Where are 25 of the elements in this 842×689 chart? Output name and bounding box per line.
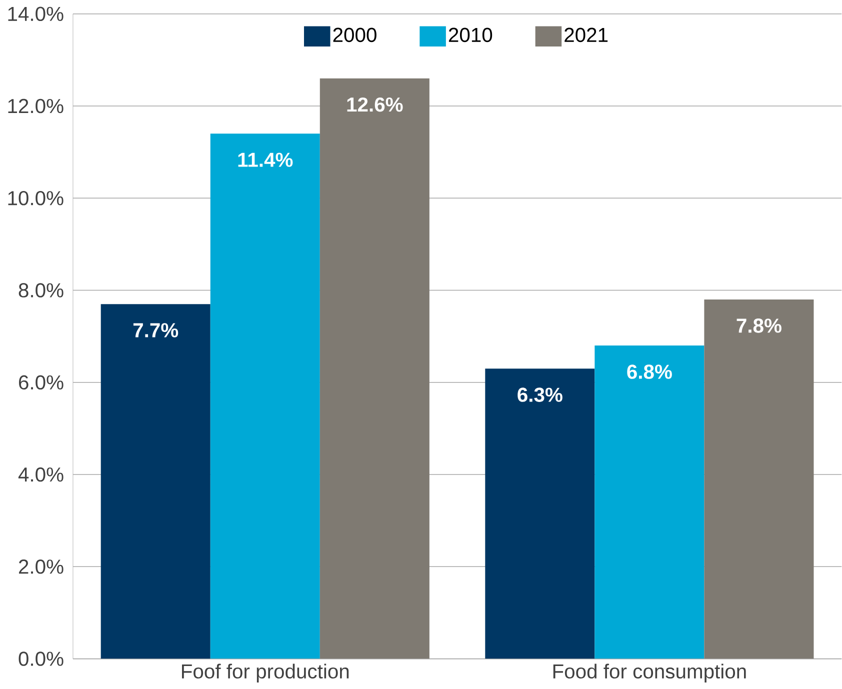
data-label: 11.4% — [238, 152, 293, 167]
bar — [100, 304, 210, 659]
y-tick-label: 8.0% — [18, 283, 64, 298]
data-label: 6.8% — [627, 364, 672, 379]
legend-label: 2000 — [333, 28, 376, 42]
data-label: 7.8% — [736, 318, 782, 333]
legend-label: 2021 — [564, 28, 608, 42]
y-tick-label: 6.0% — [19, 375, 64, 390]
data-label: 7.7% — [133, 323, 178, 338]
bar — [210, 134, 320, 659]
legend-label: 2010 — [448, 28, 492, 42]
y-tick-label: 4.0% — [18, 467, 64, 482]
y-tick-label: 12.0% — [8, 98, 64, 114]
data-label: 6.3% — [518, 388, 562, 402]
bar — [320, 78, 430, 659]
x-tick-label: Foof for production — [182, 664, 349, 682]
bar — [704, 299, 814, 659]
y-tick-label: 0.0% — [18, 652, 64, 666]
y-tick-label: 2.0% — [18, 559, 64, 574]
y-tick-label: 10.0% — [8, 190, 64, 206]
data-label: 12.6% — [347, 97, 403, 112]
bar — [594, 345, 704, 659]
y-tick-label: 14.0% — [8, 6, 64, 21]
x-tick-label: Food for consumption — [553, 664, 746, 682]
bar — [485, 368, 595, 659]
